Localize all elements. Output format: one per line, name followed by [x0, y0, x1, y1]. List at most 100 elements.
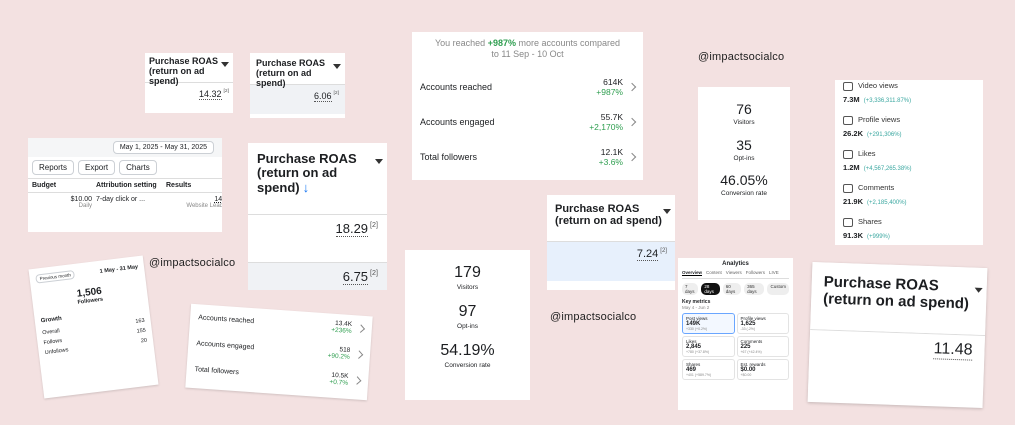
caret [974, 287, 983, 293]
roas-note: [2] [370, 220, 378, 229]
stat-change: +987% [596, 87, 623, 98]
reach-rotated: Accounts reached 13.4K +236% Accounts engag… [185, 303, 373, 401]
range: 28 days [701, 283, 720, 295]
roas-title: Purchase ROAS (return on ad spend) [810, 261, 988, 336]
stat-icon [843, 115, 853, 125]
caret [333, 63, 341, 69]
stat-right: 614K +987% [596, 77, 637, 97]
toolbar-button[interactable]: Reports [32, 160, 75, 175]
metric-change: -33 (-2%) [740, 327, 756, 331]
budget-sub: Daily [78, 203, 92, 209]
tab: Overview [682, 270, 703, 276]
funnel-value: 76 [736, 101, 752, 117]
funnel-label: Visitors [733, 119, 755, 126]
date-bar: May 1, 2025 - May 31, 2025 [28, 138, 222, 157]
stat-change: +0.7% [329, 378, 349, 387]
chevron [354, 350, 364, 359]
growth-value: 20 [140, 337, 148, 345]
tab: Content [706, 270, 722, 275]
toolbar-button[interactable]: Export [78, 160, 116, 175]
range: 365 days [744, 283, 765, 295]
funnel-value: 54.19% [440, 342, 495, 359]
roas-title-text: Purchase ROAS (return on ad spend) [256, 58, 326, 88]
dates: 1 May - 31 May [99, 263, 139, 275]
sort-arrow: ↓ [302, 179, 310, 195]
results: 144 [214, 196, 222, 203]
metric-change: +67 (+42.4%) [740, 350, 762, 354]
stat-right: 10.5K +0.7% [329, 372, 362, 388]
stat-right: 55.7K +2,170% [589, 112, 637, 132]
caret [375, 158, 383, 164]
stat-icon [843, 217, 853, 227]
attribution: 7-day click or ... [96, 196, 146, 203]
metric-label: Likes [686, 339, 697, 344]
stat-block: Shares 91.3K (+999%) [843, 216, 975, 245]
stat-change: (+3,336,311.87%) [863, 97, 912, 104]
roas-card: Purchase ROAS (return on ad spend) 6.06 [2… [250, 53, 345, 118]
metric-label: Shares [686, 362, 701, 367]
stat-value-row: 26.2K (+291,306%) [843, 129, 975, 138]
roas-row: 14.32 [2] [145, 81, 233, 112]
roas-value: 7.24 [636, 247, 659, 261]
stat-change: +90.2% [327, 352, 351, 361]
reach-summary: You reached +987% more accounts compared… [412, 32, 643, 180]
stat-value: 614K [603, 77, 623, 88]
stat-icon [843, 149, 853, 159]
funnel-metric: 76 Visitors [698, 101, 790, 126]
stat-row: Accounts engaged 55.7K +2,170% [412, 105, 643, 140]
stat-block: Profile views 26.2K (+291,306%) [843, 114, 975, 148]
column-header: Attribution setting [96, 182, 157, 189]
funnel-value: 179 [454, 264, 481, 281]
tab: LIVE [768, 270, 779, 275]
roas-title: Purchase ROAS (return on ad spend) [250, 53, 345, 88]
metric-label: Post views [686, 316, 708, 321]
stat-value: 55.7K [600, 112, 623, 123]
roas-row: 6.75 [2] [248, 261, 387, 290]
growth-value: 163 [135, 317, 145, 325]
handle: @impactsocialco [698, 51, 785, 63]
ads-manager: May 1, 2025 - May 31, 2025 Reports Export C… [28, 138, 222, 232]
stat-label-row: Shares [843, 217, 975, 227]
toolbar-button[interactable]: Charts [119, 160, 157, 175]
stat-block: Video views 7.3M (+3,336,311.87%) [843, 80, 975, 114]
section-title: Key metrics [682, 299, 711, 305]
stat-label: Likes [858, 149, 876, 158]
stat-change: (+4,567,265.38%) [863, 165, 912, 172]
metric: Comments 225 +67 (+42.4%) [736, 336, 789, 357]
growth-value: 155 [136, 327, 147, 335]
stat-label: Accounts engaged [420, 117, 495, 128]
metric-value: 149K [686, 321, 701, 327]
stat-row: Total followers 12.1K +3.6% [412, 140, 643, 175]
roas-title-text: Purchase ROAS (return on ad spend) [555, 203, 662, 228]
tab: Viewers [725, 270, 742, 275]
date-range[interactable]: May 1, 2025 - May 31, 2025 [112, 141, 214, 154]
stat-label-row: Likes [843, 149, 975, 159]
caret [221, 61, 229, 67]
stat-value: 26.2K [843, 128, 864, 138]
metric-change: +401 (+589.7%) [686, 373, 712, 377]
stat-values: 55.7K +2,170% [589, 112, 623, 132]
stat-value: 91.3K [843, 230, 864, 240]
metric: Post views 149K +330 (+0.2%) [682, 313, 735, 334]
metric-value: 469 [686, 367, 697, 373]
range: 7 days [682, 283, 699, 295]
funnel-card: 179 Visitors 97 Opt-ins 54.19% Conversion rat… [405, 250, 530, 400]
column-header: Results [166, 182, 192, 189]
roas-title-text: Purchase ROAS (return on ad spend) [149, 56, 219, 86]
funnel-metric: 54.19% Conversion rate [405, 342, 530, 369]
stat-values: 12.1K +3.6% [599, 147, 623, 167]
roas-note: [2] [370, 268, 378, 277]
funnel-label: Conversion rate [721, 190, 767, 198]
stat-label: Accounts reached [197, 313, 255, 325]
metrics-grid: Post views 149K +330 (+0.2%) Profile views 1… [682, 313, 789, 380]
chevron [352, 376, 362, 385]
range: Custom [767, 283, 789, 295]
stat-right: 13.4K +236% [331, 320, 366, 336]
metric-value: $0.00 [740, 367, 756, 373]
roas-row: 11.48 [808, 329, 986, 396]
funnel-card: 76 Visitors 35 Opt-ins 46.05% Conversion rate [698, 87, 790, 220]
growth-label: Unfollows [44, 347, 69, 357]
stat-values: 614K +987% [596, 77, 623, 97]
